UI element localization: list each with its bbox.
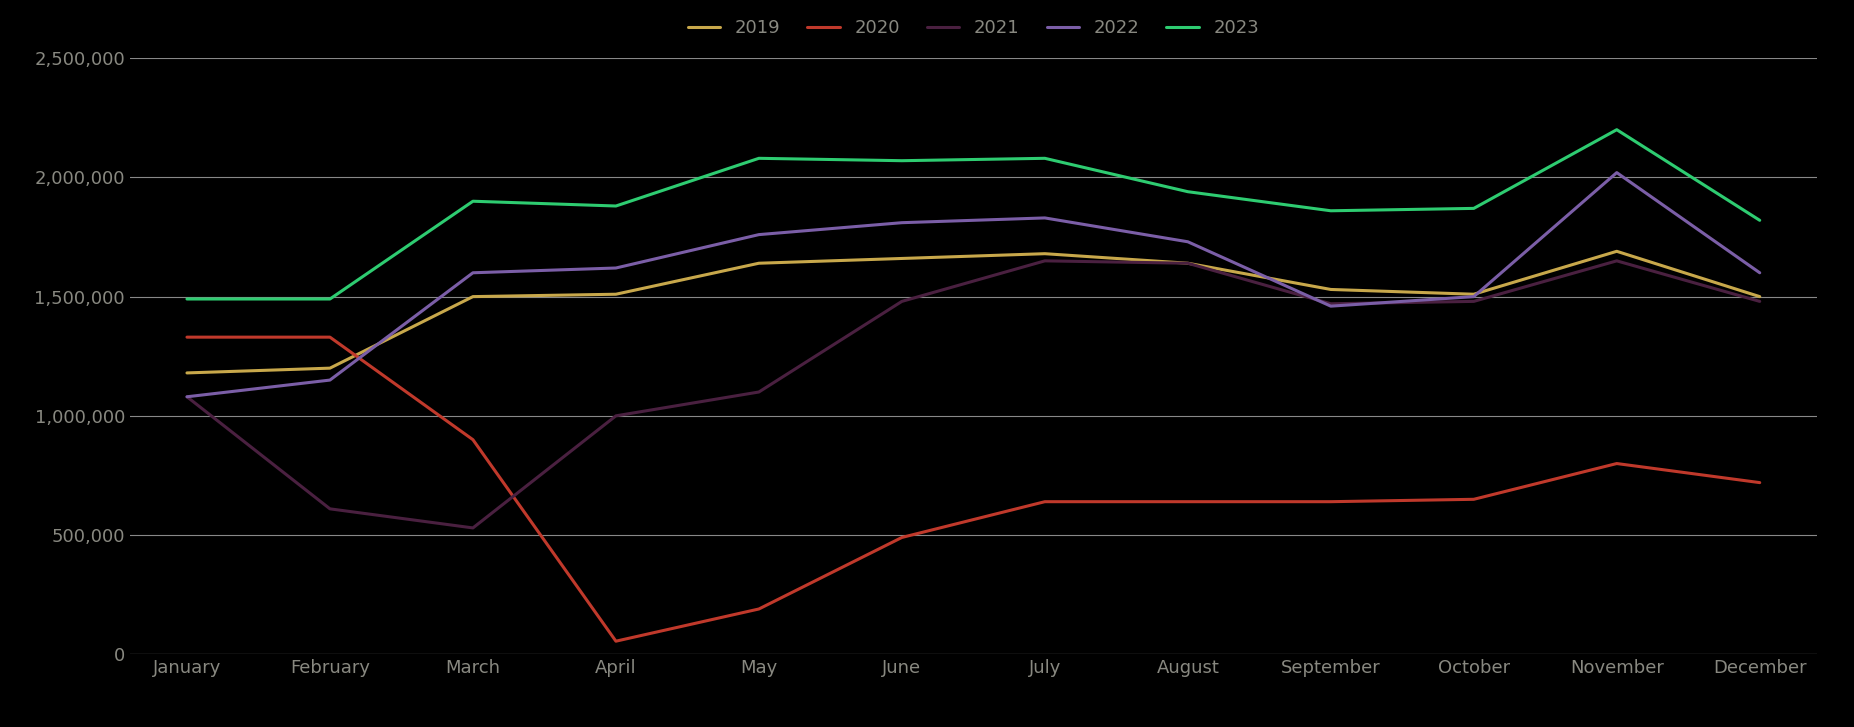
2019 [604, 290, 627, 299]
2019 [462, 292, 484, 301]
2023 [1320, 206, 1342, 215]
2023 [604, 201, 627, 210]
2020 [1606, 459, 1628, 468]
2020 [462, 435, 484, 444]
2020 [319, 333, 341, 342]
2020 [747, 605, 769, 614]
Line: 2021: 2021 [187, 261, 1759, 528]
2020 [1748, 478, 1771, 487]
2021 [1748, 297, 1771, 306]
Legend: 2019, 2020, 2021, 2022, 2023: 2019, 2020, 2021, 2022, 2023 [688, 20, 1259, 38]
2019 [1035, 249, 1057, 258]
2019 [176, 369, 198, 377]
2021 [1463, 297, 1485, 306]
2022 [1463, 292, 1485, 301]
2021 [176, 393, 198, 401]
2022 [890, 218, 912, 227]
2022 [462, 268, 484, 277]
2023 [747, 154, 769, 163]
2021 [1177, 259, 1200, 268]
2023 [462, 197, 484, 206]
2022 [1035, 214, 1057, 222]
2022 [319, 376, 341, 385]
2023 [1606, 125, 1628, 134]
2020 [1320, 497, 1342, 506]
2021 [1035, 257, 1057, 265]
2020 [604, 637, 627, 646]
2021 [747, 387, 769, 396]
2021 [1606, 257, 1628, 265]
2021 [1320, 300, 1342, 308]
2019 [319, 364, 341, 372]
2019 [1606, 247, 1628, 256]
Line: 2022: 2022 [187, 172, 1759, 397]
2023 [1463, 204, 1485, 213]
2020 [1035, 497, 1057, 506]
2019 [890, 254, 912, 263]
2021 [319, 505, 341, 513]
2022 [1606, 168, 1628, 177]
2019 [1320, 285, 1342, 294]
2022 [1177, 238, 1200, 246]
2022 [747, 230, 769, 239]
2019 [747, 259, 769, 268]
2021 [462, 523, 484, 532]
2019 [1463, 290, 1485, 299]
Line: 2023: 2023 [187, 129, 1759, 299]
2023 [319, 294, 341, 303]
2023 [1035, 154, 1057, 163]
2021 [604, 411, 627, 420]
Line: 2019: 2019 [187, 252, 1759, 373]
2023 [176, 294, 198, 303]
2022 [1320, 302, 1342, 310]
Line: 2020: 2020 [187, 337, 1759, 641]
2020 [1177, 497, 1200, 506]
2022 [604, 264, 627, 273]
2021 [890, 297, 912, 306]
2020 [176, 333, 198, 342]
2022 [1748, 268, 1771, 277]
2019 [1177, 259, 1200, 268]
2019 [1748, 292, 1771, 301]
2023 [1748, 216, 1771, 225]
2022 [176, 393, 198, 401]
2023 [890, 156, 912, 165]
2023 [1177, 188, 1200, 196]
2020 [1463, 495, 1485, 504]
2020 [890, 533, 912, 542]
